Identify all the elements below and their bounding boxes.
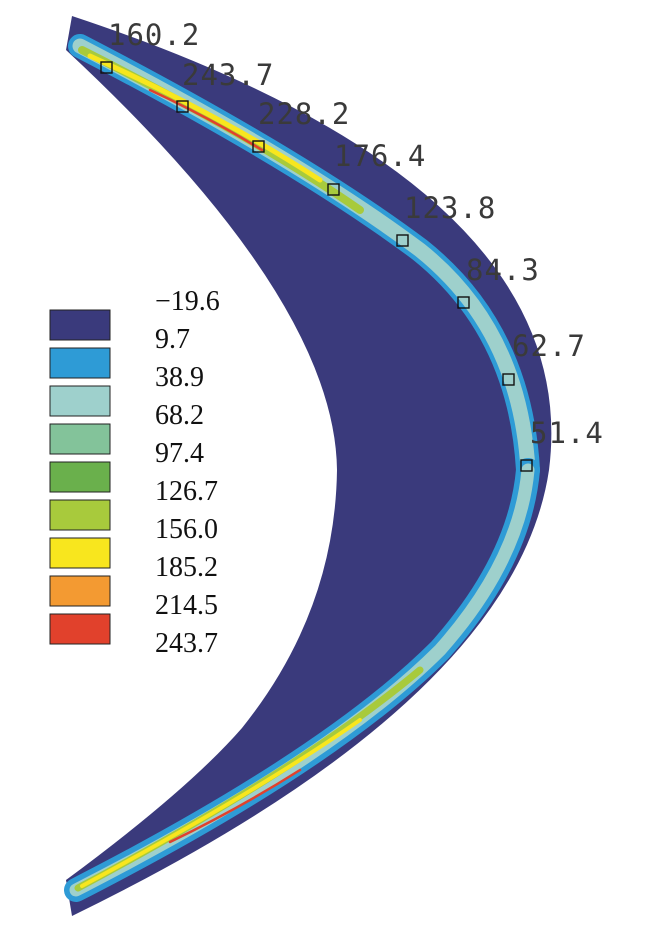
legend-level: 185.2 [155,552,218,583]
legend-level: 68.2 [155,400,204,431]
legend-level: 214.5 [155,590,218,621]
legend-swatch [49,385,111,417]
probe-label: 84.3 [466,253,540,287]
legend-swatch [49,499,111,531]
legend-level: 9.7 [155,324,190,355]
color-legend: −19.6 9.7 38.9 68.2 97.4 126.7 156.0 185… [49,286,220,659]
probe-box [100,61,113,74]
legend-swatch [49,537,111,569]
probe-box [327,183,340,196]
legend-swatch [49,613,111,645]
band-red-upper [148,88,264,152]
legend-swatch [49,461,111,493]
crescent-body [66,16,552,916]
probe-box [502,373,515,386]
band-red-lower [168,768,302,844]
band-yellow-upper [87,53,323,183]
probe-points [100,61,533,472]
legend-level: 243.7 [155,628,218,659]
legend-level: 126.7 [155,476,218,507]
probe-label: 228.2 [258,97,350,131]
probe-box [457,296,470,309]
probe-label: 176.4 [334,139,426,173]
probe-box [176,100,189,113]
legend-swatch [49,423,111,455]
probe-label: 243.7 [182,58,274,92]
legend-level: 156.0 [155,514,218,545]
probe-label: 123.8 [404,191,496,225]
probe-box [520,459,533,472]
legend-level: 38.9 [155,362,204,393]
legend-swatch [49,575,111,607]
probe-label: 62.7 [512,329,586,363]
probe-labels: 160.2 243.7 228.2 176.4 123.8 84.3 62.7 … [108,18,604,450]
probe-box [396,234,409,247]
probe-label: 51.4 [530,416,604,450]
legend-swatch [49,309,111,341]
legend-level: −19.6 [155,286,220,317]
legend-swatch [49,347,111,379]
probe-label: 160.2 [108,18,200,52]
probe-box [252,140,265,153]
legend-level: 97.4 [155,438,204,469]
band-yellow-lower [80,718,362,888]
